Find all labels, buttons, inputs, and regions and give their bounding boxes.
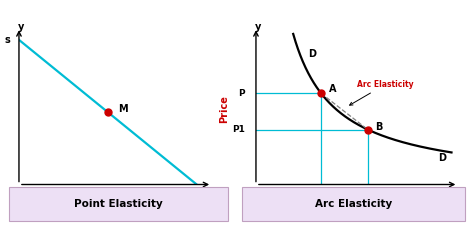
- Text: Price: Price: [219, 95, 229, 123]
- Text: P1: P1: [232, 125, 245, 134]
- Text: Quantity: Quantity: [84, 198, 132, 208]
- Text: y: y: [255, 22, 261, 32]
- Text: Arc Elasticity: Arc Elasticity: [315, 199, 392, 209]
- Text: O: O: [245, 187, 252, 197]
- Text: Arc Elasticity: Arc Elasticity: [350, 80, 414, 105]
- Text: M: M: [118, 104, 128, 114]
- Text: x: x: [210, 187, 216, 197]
- Text: y: y: [18, 22, 24, 32]
- Text: D: D: [308, 49, 316, 59]
- Text: B: B: [375, 122, 383, 132]
- Text: x: x: [456, 187, 462, 197]
- Text: Q: Q: [317, 195, 325, 204]
- Text: P: P: [238, 89, 245, 98]
- Text: A: A: [328, 84, 336, 94]
- Text: S: S: [193, 193, 201, 203]
- Text: s: s: [4, 35, 10, 45]
- Text: D: D: [438, 153, 446, 163]
- Text: Q1: Q1: [361, 195, 374, 204]
- Text: O: O: [8, 187, 16, 197]
- Text: Quantity Demanded: Quantity Demanded: [301, 199, 404, 208]
- Text: Point Elasticity: Point Elasticity: [74, 199, 163, 209]
